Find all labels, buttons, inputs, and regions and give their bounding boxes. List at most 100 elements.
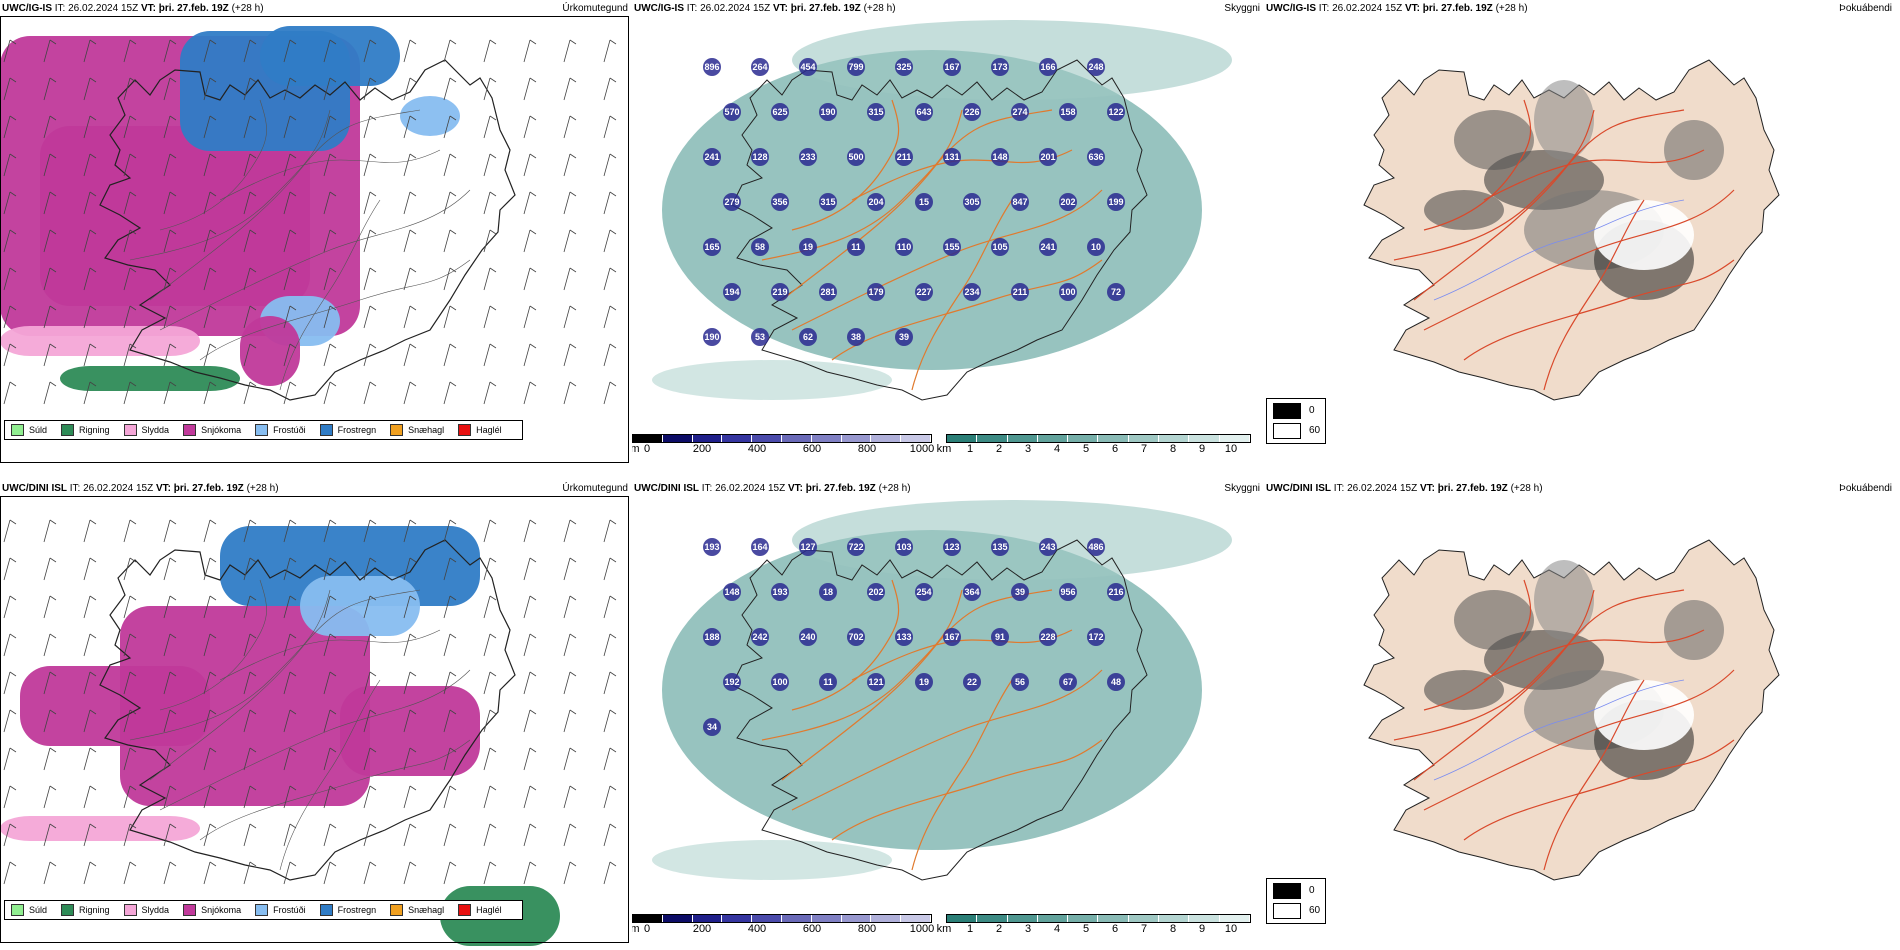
- fog-index-shading: [1454, 110, 1534, 170]
- wind-barb: [523, 633, 537, 657]
- cloud-base-label: 202: [868, 587, 883, 597]
- colorbar-segment: [1098, 435, 1129, 442]
- wind-barb: [523, 823, 537, 847]
- wind-barb: [563, 633, 577, 657]
- wind-barb: [123, 747, 137, 771]
- precip-area: [340, 686, 480, 776]
- road: [781, 589, 1053, 781]
- colorbar-ticks: km 1 2 3 4 5 6 7 8 9 10: [937, 443, 1251, 456]
- wind-barb: [43, 191, 57, 215]
- road: [159, 579, 267, 711]
- low-cloud-cell: [867, 103, 885, 121]
- wind-barb: [323, 861, 337, 885]
- low-cloud-cell: [943, 628, 961, 646]
- wind-barb: [323, 153, 337, 177]
- low-cloud-cell: [1039, 58, 1057, 76]
- wind-barb: [3, 595, 17, 619]
- fog-index-shading: [1534, 80, 1594, 160]
- low-cloud-cell: [771, 193, 789, 211]
- init-time: IT: 26.02.2024 15Z: [54, 3, 139, 14]
- wind-barb: [443, 823, 457, 847]
- wind-barb: [123, 267, 137, 291]
- cloud-base-label: 34: [707, 722, 717, 732]
- low-cloud-cell: [847, 148, 865, 166]
- wind-barb: [323, 747, 337, 771]
- wind-barb: [563, 595, 577, 619]
- wind-barb: [443, 305, 457, 329]
- legend-label: Frostregn: [337, 905, 377, 915]
- colorbar-tick: 1000: [909, 923, 935, 935]
- cloud-base-label: 202: [1060, 197, 1075, 207]
- wind-barb: [163, 39, 177, 63]
- wind-barb: [163, 861, 177, 885]
- fog-index-legend: 0 60: [1266, 398, 1326, 444]
- wind-barb: [523, 557, 537, 581]
- cloud-base-label: 19: [919, 677, 929, 687]
- precip-area: [120, 606, 370, 806]
- wind-barb: [43, 709, 57, 733]
- low-cloud-cell: [751, 148, 769, 166]
- colorbar-segment: [1189, 915, 1220, 922]
- wind-barb: [243, 709, 257, 733]
- wind-barb: [403, 785, 417, 809]
- wind-barb: [123, 343, 137, 367]
- wind-barb: [203, 633, 217, 657]
- cloud-base-label: 190: [704, 332, 719, 342]
- legend-label: Súld: [29, 425, 48, 435]
- legend-swatch: [390, 424, 404, 436]
- wind-barb: [163, 595, 177, 619]
- low-cloud-cell: [1087, 538, 1105, 556]
- wind-barb: [203, 823, 217, 847]
- legend-label: Snjókoma: [201, 425, 242, 435]
- cloud-base-label: 38: [851, 332, 861, 342]
- wind-barb: [323, 77, 337, 101]
- wind-barb: [403, 115, 417, 139]
- low-cloud-cell: [963, 193, 981, 211]
- fog-index-shading: [1454, 590, 1534, 650]
- wind-barb: [363, 305, 377, 329]
- wind-barb: [83, 381, 97, 405]
- panel-precip-type-row2: UWC/DINI ISL IT: 26.02.2024 15Z VT: þri.…: [0, 480, 630, 946]
- wind-barb: [363, 191, 377, 215]
- precip-type-legend: Súld Rigning Slydda Snjókoma Frostúði Frostre…: [4, 900, 523, 920]
- wind-barb: [3, 267, 17, 291]
- colorbar-segment: [1128, 435, 1160, 442]
- wind-barb: [243, 77, 257, 101]
- legend-swatch: [61, 904, 75, 916]
- ceiling-colorbar: m 0 200 400 600 800 1000: [632, 914, 935, 936]
- wind-barb: [123, 633, 137, 657]
- cloud-base-label: 315: [868, 107, 883, 117]
- map-canvas: 193 164 127 722 103 123 135 243 486 148 193 18 202 25…: [652, 500, 1232, 881]
- wind-barb: [43, 343, 57, 367]
- wind-barb: [43, 633, 57, 657]
- wind-barb: [403, 861, 417, 885]
- wind-barb: [43, 305, 57, 329]
- visibility-colorbar: km 1 2 3 4 5 6 7 8 9 10: [937, 914, 1251, 936]
- low-cloud-cell: [991, 58, 1009, 76]
- low-cloud-cell: [1059, 583, 1077, 601]
- road: [1423, 189, 1735, 331]
- cloud-base-label: 279: [724, 197, 739, 207]
- wind-barb: [163, 671, 177, 695]
- wind-barb: [203, 229, 217, 253]
- legend-swatch: [458, 904, 472, 916]
- river: [1433, 679, 1685, 781]
- low-cloud-cell: [943, 58, 961, 76]
- cloud-base-label: 123: [944, 542, 959, 552]
- wind-barb: [43, 595, 57, 619]
- wind-barb: [523, 381, 537, 405]
- low-cloud-cell: [1107, 103, 1125, 121]
- map-canvas: [0, 519, 617, 946]
- legend-item: Frostregn: [319, 904, 377, 916]
- wind-barb: [523, 267, 537, 291]
- legend-swatch: [123, 904, 137, 916]
- colorbar-unit: m: [632, 443, 640, 455]
- wind-barb: [43, 519, 57, 543]
- low-cloud-cell: [1087, 628, 1105, 646]
- wind-barb: [3, 77, 17, 101]
- legend-item: Súld: [11, 904, 47, 916]
- wind-barb: [3, 381, 17, 405]
- wind-barb: [83, 747, 97, 771]
- wind-barb: [363, 519, 377, 543]
- wind-barb: [243, 267, 257, 291]
